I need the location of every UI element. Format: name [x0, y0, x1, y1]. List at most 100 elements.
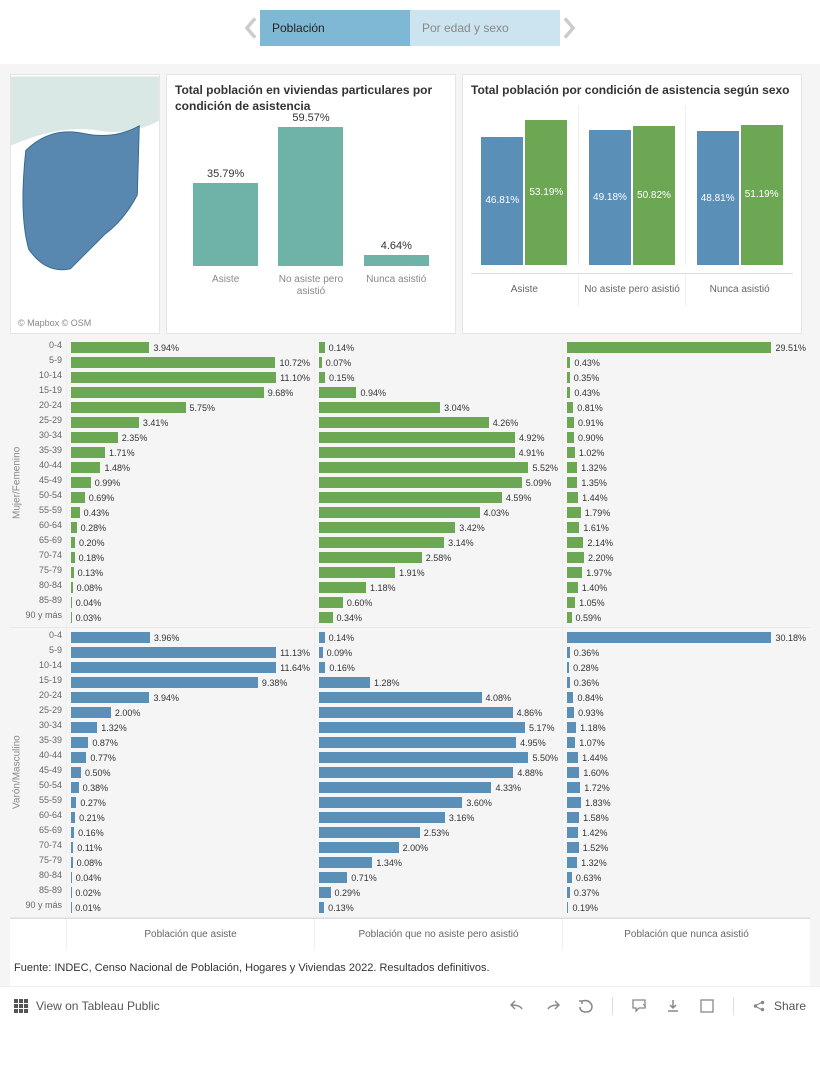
age-bar[interactable]: 0.38% — [71, 780, 310, 795]
map-panel[interactable]: © Mapbox © OSM — [10, 74, 160, 334]
age-bar[interactable]: 0.09% — [319, 645, 558, 660]
bar-Nunca-asistió[interactable]: 4.64% Nunca asistió — [356, 240, 436, 300]
age-bar[interactable]: 0.16% — [71, 825, 310, 840]
age-bar[interactable]: 11.10% — [71, 370, 310, 385]
age-bar[interactable]: 4.33% — [319, 780, 558, 795]
bar-No-asiste-pero-asistió[interactable]: 59.57% No asiste pero asistió — [271, 112, 351, 300]
age-bar[interactable]: 0.04% — [71, 595, 310, 610]
age-bar[interactable]: 0.59% — [567, 610, 806, 625]
age-bar[interactable]: 0.81% — [567, 400, 806, 415]
age-bar[interactable]: 1.32% — [567, 460, 806, 475]
age-bar[interactable]: 4.88% — [319, 765, 558, 780]
age-bar[interactable]: 1.58% — [567, 810, 806, 825]
age-bar[interactable]: 0.18% — [71, 550, 310, 565]
age-bar[interactable]: 1.18% — [567, 720, 806, 735]
age-bar[interactable]: 3.96% — [71, 630, 310, 645]
age-bar[interactable]: 0.69% — [71, 490, 310, 505]
age-bar[interactable]: 1.48% — [71, 460, 310, 475]
age-bar[interactable]: 0.60% — [319, 595, 558, 610]
age-bar[interactable]: 0.43% — [567, 355, 806, 370]
age-bar[interactable]: 5.52% — [319, 460, 558, 475]
age-bar[interactable]: 0.87% — [71, 735, 310, 750]
age-bar[interactable]: 1.32% — [567, 855, 806, 870]
age-bar[interactable]: 5.09% — [319, 475, 558, 490]
age-bar[interactable]: 0.04% — [71, 870, 310, 885]
age-bar[interactable]: 1.42% — [567, 825, 806, 840]
age-bar[interactable]: 2.00% — [319, 840, 558, 855]
age-bar[interactable]: 3.94% — [71, 340, 310, 355]
age-bar[interactable]: 0.84% — [567, 690, 806, 705]
fullscreen-icon[interactable] — [699, 998, 715, 1014]
age-bar[interactable]: 0.07% — [319, 355, 558, 370]
age-bar[interactable]: 1.61% — [567, 520, 806, 535]
age-bar[interactable]: 2.00% — [71, 705, 310, 720]
age-bar[interactable]: 3.41% — [71, 415, 310, 430]
age-bar[interactable]: 2.20% — [567, 550, 806, 565]
age-bar[interactable]: 3.04% — [319, 400, 558, 415]
age-bar[interactable]: 30.18% — [567, 630, 806, 645]
next-arrow[interactable] — [560, 19, 578, 37]
age-bar[interactable]: 0.63% — [567, 870, 806, 885]
age-bar[interactable]: 0.08% — [71, 855, 310, 870]
age-bar[interactable]: 1.35% — [567, 475, 806, 490]
bar-female[interactable]: 51.19% — [741, 125, 783, 265]
age-bar[interactable]: 0.03% — [71, 610, 310, 625]
age-bar[interactable]: 2.53% — [319, 825, 558, 840]
age-bar[interactable]: 0.13% — [319, 900, 558, 915]
age-bar[interactable]: 0.43% — [71, 505, 310, 520]
age-bar[interactable]: 0.28% — [71, 520, 310, 535]
bar-male[interactable]: 49.18% — [589, 130, 631, 264]
age-bar[interactable]: 4.03% — [319, 505, 558, 520]
age-bar[interactable]: 4.08% — [319, 690, 558, 705]
age-bar[interactable]: 5.50% — [319, 750, 558, 765]
prev-arrow[interactable] — [242, 19, 260, 37]
age-bar[interactable]: 4.26% — [319, 415, 558, 430]
share-button[interactable]: Share — [752, 999, 806, 1013]
age-bar[interactable]: 0.19% — [567, 900, 806, 915]
age-bar[interactable]: 11.64% — [71, 660, 310, 675]
age-bar[interactable]: 0.77% — [71, 750, 310, 765]
age-bar[interactable]: 4.95% — [319, 735, 558, 750]
age-bar[interactable]: 0.34% — [319, 610, 558, 625]
age-bar[interactable]: 3.60% — [319, 795, 558, 810]
bar-male[interactable]: 46.81% — [481, 137, 523, 265]
age-bar[interactable]: 1.60% — [567, 765, 806, 780]
age-bar[interactable]: 1.34% — [319, 855, 558, 870]
age-bar[interactable]: 5.75% — [71, 400, 310, 415]
bar-female[interactable]: 53.19% — [525, 120, 567, 265]
age-bar[interactable]: 0.27% — [71, 795, 310, 810]
age-bar[interactable]: 1.05% — [567, 595, 806, 610]
age-bar[interactable]: 0.14% — [319, 340, 558, 355]
age-bar[interactable]: 0.15% — [319, 370, 558, 385]
age-bar[interactable]: 4.59% — [319, 490, 558, 505]
age-bar[interactable]: 0.91% — [567, 415, 806, 430]
age-bar[interactable]: 0.02% — [71, 885, 310, 900]
tab-poblacion[interactable]: Población — [260, 10, 410, 46]
download-icon[interactable] — [665, 998, 681, 1014]
age-bar[interactable]: 0.21% — [71, 810, 310, 825]
age-bar[interactable]: 1.44% — [567, 750, 806, 765]
age-bar[interactable]: 4.91% — [319, 445, 558, 460]
age-bar[interactable]: 1.97% — [567, 565, 806, 580]
age-bar[interactable]: 1.32% — [71, 720, 310, 735]
age-bar[interactable]: 1.91% — [319, 565, 558, 580]
age-bar[interactable]: 9.38% — [71, 675, 310, 690]
age-bar[interactable]: 11.13% — [71, 645, 310, 660]
bar-female[interactable]: 50.82% — [633, 126, 675, 265]
age-bar[interactable]: 1.18% — [319, 580, 558, 595]
age-bar[interactable]: 0.50% — [71, 765, 310, 780]
age-bar[interactable]: 1.71% — [71, 445, 310, 460]
age-bar[interactable]: 0.13% — [71, 565, 310, 580]
age-bar[interactable]: 3.42% — [319, 520, 558, 535]
age-bar[interactable]: 3.16% — [319, 810, 558, 825]
age-bar[interactable]: 29.51% — [567, 340, 806, 355]
age-bar[interactable]: 4.86% — [319, 705, 558, 720]
age-bar[interactable]: 1.79% — [567, 505, 806, 520]
comment-icon[interactable] — [631, 998, 647, 1014]
redo-icon[interactable] — [544, 998, 560, 1014]
age-bar[interactable]: 0.20% — [71, 535, 310, 550]
age-bar[interactable]: 1.02% — [567, 445, 806, 460]
age-bar[interactable]: 1.28% — [319, 675, 558, 690]
age-bar[interactable]: 1.52% — [567, 840, 806, 855]
age-bar[interactable]: 5.17% — [319, 720, 558, 735]
